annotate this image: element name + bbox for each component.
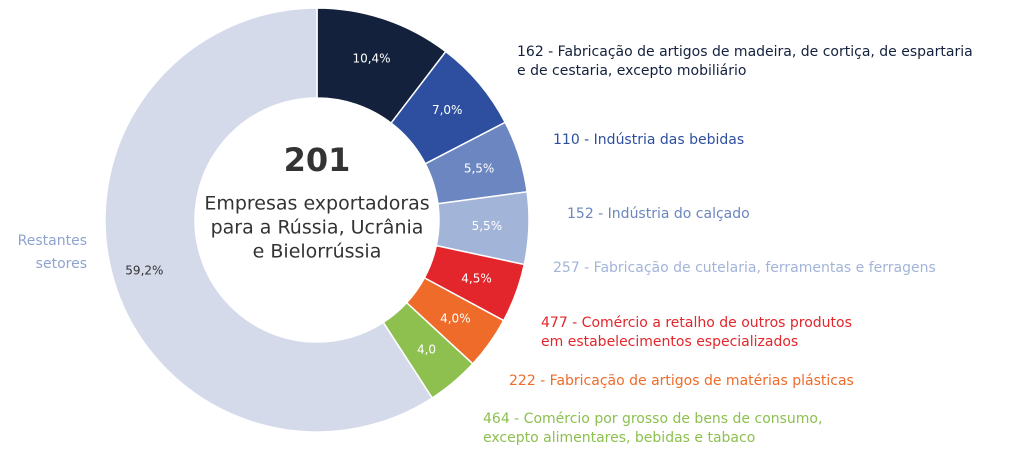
legend-label: 110 - Indústria das bebidas [553, 132, 744, 148]
value-label: 10,4% [352, 51, 390, 65]
value-label: 5,5% [472, 219, 503, 233]
value-label: 59,2% [125, 263, 163, 277]
value-label: 5,5% [464, 161, 495, 175]
legend-label: 162 - Fabricação de artigos de madeira, … [517, 44, 973, 60]
legend-label: 464 - Comércio por grosso de bens de con… [483, 411, 822, 427]
value-label: 4,5% [461, 271, 492, 285]
legend-label: 257 - Fabricação de cutelaria, ferrament… [553, 260, 936, 276]
value-label: 7,0% [432, 103, 463, 117]
legend-label: 222 - Fabricação de artigos de matérias … [509, 373, 854, 389]
legend-label: e de cestaria, excepto mobiliário [517, 63, 746, 79]
legend-label: 152 - Indústria do calçado [567, 206, 750, 222]
center-text: Empresas exportadoras [204, 193, 429, 215]
value-label: 4,0 [417, 343, 436, 357]
legend-label: setores [36, 256, 87, 272]
legend-label: Restantes [18, 233, 87, 249]
slice [104, 7, 434, 433]
legend-label: 477 - Comércio a retalho de outros produ… [541, 315, 852, 331]
center-text: para a Rússia, Ucrânia [211, 217, 424, 239]
legend-label: excepto alimentares, bebidas e tabaco [483, 430, 755, 446]
legend-label: em estabelecimentos especializados [541, 334, 798, 350]
center-value: 201 [284, 141, 351, 179]
value-label: 4,0% [440, 311, 471, 325]
center-text: e Bielorrússia [253, 241, 382, 263]
